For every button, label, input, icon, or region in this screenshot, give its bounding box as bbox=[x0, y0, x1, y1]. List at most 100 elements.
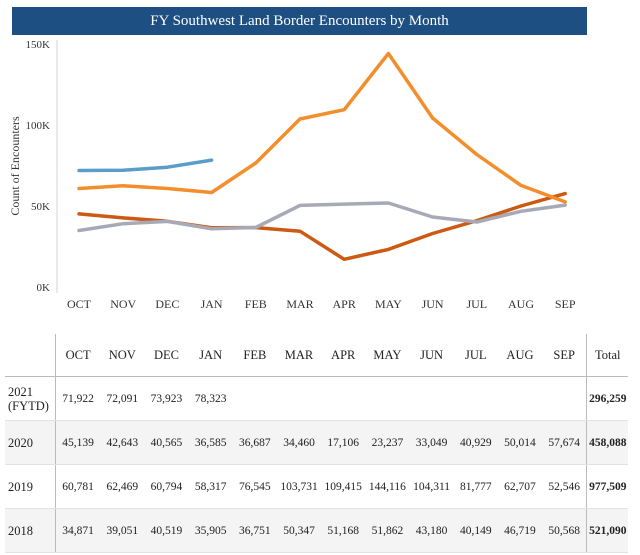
table-cell: 17,106 bbox=[321, 420, 366, 465]
chart-title: FY Southwest Land Border Encounters by M… bbox=[12, 7, 587, 35]
table-row: 2021 (FYTD) 71,922 72,091 73,923 78,323 296,25… bbox=[5, 376, 629, 421]
table-cell: 60,794 bbox=[144, 464, 189, 509]
table-column-header: FEB bbox=[232, 334, 277, 377]
table-cell: 40,565 bbox=[144, 420, 189, 465]
table-cell: 42,643 bbox=[100, 420, 145, 465]
row-total: 296,259 bbox=[586, 376, 629, 421]
table-cell bbox=[232, 376, 277, 421]
table-cell: 60,781 bbox=[55, 464, 101, 509]
series-lines bbox=[77, 51, 567, 262]
table-cell: 72,091 bbox=[100, 376, 145, 421]
table-cell bbox=[409, 376, 454, 421]
table-cell: 34,871 bbox=[55, 508, 101, 553]
series-line-2021 bbox=[77, 158, 214, 173]
table-cell: 78,323 bbox=[188, 376, 233, 421]
row-total: 977,509 bbox=[586, 464, 629, 509]
table-row: 2020 45,139 42,643 40,565 36,585 36,687 34,460… bbox=[5, 420, 629, 465]
table-cell: 40,519 bbox=[144, 508, 189, 553]
table-cell: 36,751 bbox=[232, 508, 277, 553]
y-axis-label: Count of Encounters bbox=[8, 116, 22, 216]
table-cell: 50,347 bbox=[276, 508, 322, 553]
x-tick-label: JAN bbox=[201, 297, 223, 311]
x-tick-label: MAR bbox=[286, 297, 313, 311]
table-row: 2018 34,871 39,051 40,519 35,905 36,751 50,347… bbox=[5, 508, 629, 553]
x-tick-label: SEP bbox=[555, 297, 576, 311]
x-tick-label: APR bbox=[333, 297, 356, 311]
table-cell: 33,049 bbox=[409, 420, 454, 465]
table-cell: 62,469 bbox=[100, 464, 145, 509]
row-label: 2021 (FYTD) bbox=[5, 376, 56, 421]
table-cell bbox=[497, 376, 543, 421]
table-cell bbox=[453, 376, 498, 421]
table-cell: 36,585 bbox=[188, 420, 233, 465]
table-cell: 58,317 bbox=[188, 464, 233, 509]
data-table: OCT NOV DEC JAN FEB MAR APR MAY JUN JUL AUG SEP Tota… bbox=[5, 334, 629, 553]
table-column-header: OCT bbox=[55, 334, 101, 377]
row-label: 2020 bbox=[5, 420, 56, 465]
table-row: 2019 60,781 62,469 60,794 58,317 76,545 103,73… bbox=[5, 464, 629, 509]
table-column-header: SEP bbox=[542, 334, 587, 377]
table-cell bbox=[542, 376, 587, 421]
table-column-header: JUL bbox=[453, 334, 498, 377]
table-cell: 51,168 bbox=[321, 508, 366, 553]
row-total: 521,090 bbox=[586, 508, 629, 553]
table-cell: 103,731 bbox=[276, 464, 322, 509]
x-tick-label: JUN bbox=[422, 297, 444, 311]
table-cell: 104,311 bbox=[409, 464, 454, 509]
y-tick-label: 0K bbox=[37, 282, 51, 294]
table-cell: 43,180 bbox=[409, 508, 454, 553]
table-cell: 73,923 bbox=[144, 376, 189, 421]
table-column-header: APR bbox=[321, 334, 366, 377]
y-axis: 0K 50K 100K 150K bbox=[26, 39, 58, 294]
line-chart: 0K 50K 100K 150K Count of Encounters OCT NOV… bbox=[8, 39, 576, 311]
x-tick-label: JUL bbox=[466, 297, 487, 311]
x-tick-label: DEC bbox=[155, 297, 179, 311]
table-cell: 76,545 bbox=[232, 464, 277, 509]
x-axis: OCT NOV DEC JAN FEB MAR APR MAY JUN JUL AUG SEP bbox=[67, 297, 576, 311]
table-column-header: JAN bbox=[188, 334, 233, 377]
table-cell bbox=[365, 376, 410, 421]
table-cell: 45,139 bbox=[55, 420, 101, 465]
row-label: 2018 bbox=[5, 508, 56, 553]
table-column-header: AUG bbox=[497, 334, 543, 377]
x-tick-label: MAY bbox=[375, 297, 402, 311]
row-label: 2019 bbox=[5, 464, 56, 509]
series-line-2019 bbox=[77, 51, 567, 204]
table-cell: 50,568 bbox=[542, 508, 587, 553]
table-cell: 81,777 bbox=[453, 464, 498, 509]
table-column-header: JUN bbox=[409, 334, 454, 377]
table-column-header: MAR bbox=[276, 334, 322, 377]
table-cell: 62,707 bbox=[497, 464, 543, 509]
y-tick-label: 100K bbox=[26, 120, 51, 132]
table-total-header: Total bbox=[586, 334, 629, 377]
table-cell: 71,922 bbox=[55, 376, 101, 421]
table-cell: 23,237 bbox=[365, 420, 410, 465]
table-cell: 36,687 bbox=[232, 420, 277, 465]
y-tick-label: 150K bbox=[26, 39, 51, 51]
table-cell: 40,149 bbox=[453, 508, 498, 553]
table-cell: 34,460 bbox=[276, 420, 322, 465]
table-cell: 109,415 bbox=[321, 464, 366, 509]
table-cell: 51,862 bbox=[365, 508, 410, 553]
table-body: 2021 (FYTD) 71,922 72,091 73,923 78,323 296,25… bbox=[5, 376, 629, 553]
table-column-header: DEC bbox=[144, 334, 189, 377]
table-cell: 52,546 bbox=[542, 464, 587, 509]
table-cell: 144,116 bbox=[365, 464, 410, 509]
table-column-header: MAY bbox=[365, 334, 410, 377]
y-tick-label: 50K bbox=[31, 201, 50, 213]
table-cell: 40,929 bbox=[453, 420, 498, 465]
table-column-header: NOV bbox=[100, 334, 145, 377]
x-tick-label: AUG bbox=[508, 297, 534, 311]
table-cell: 57,674 bbox=[542, 420, 587, 465]
table-header-row: OCT NOV DEC JAN FEB MAR APR MAY JUN JUL AUG SEP Tota… bbox=[5, 334, 629, 377]
table-cell bbox=[321, 376, 366, 421]
table-cell bbox=[276, 376, 322, 421]
table-cell: 46,719 bbox=[497, 508, 543, 553]
table-cell: 35,905 bbox=[188, 508, 233, 553]
x-tick-label: OCT bbox=[67, 297, 92, 311]
table-cell: 39,051 bbox=[100, 508, 145, 553]
row-total: 458,088 bbox=[586, 420, 629, 465]
table-corner bbox=[5, 334, 56, 377]
series-line-2018 bbox=[77, 201, 567, 233]
x-tick-label: FEB bbox=[245, 297, 267, 311]
